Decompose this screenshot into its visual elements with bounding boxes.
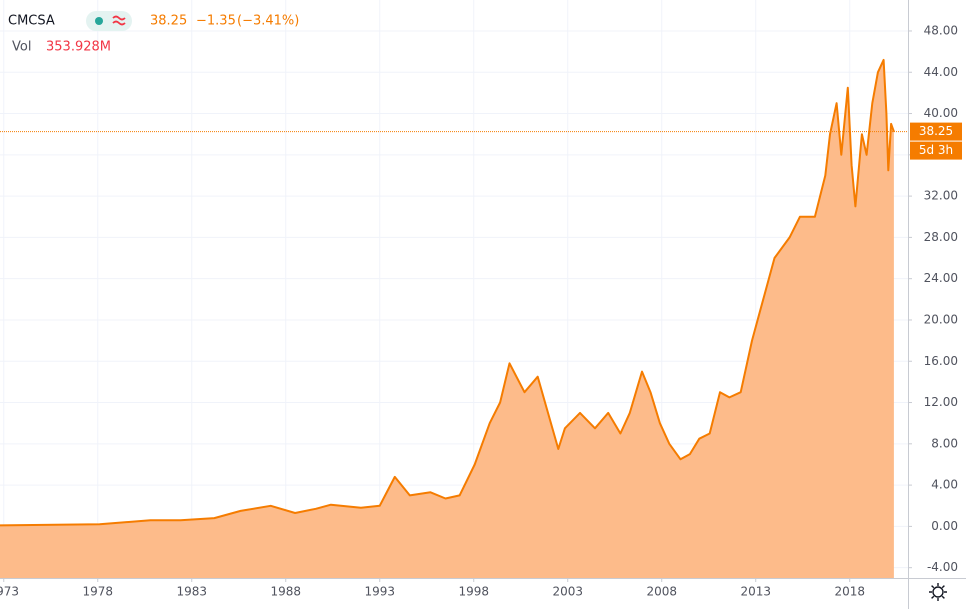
last-price-label: 38.25 (919, 124, 953, 138)
y-tick-label: 20.00 (924, 312, 958, 326)
x-tick-label: 2013 (740, 585, 771, 599)
header-price: 38.25 (150, 14, 187, 29)
settings-icon[interactable] (929, 583, 947, 601)
x-tick-label: 1988 (270, 585, 301, 599)
y-tick-label: 40.00 (924, 106, 958, 120)
y-tick-label: 28.00 (924, 230, 958, 244)
plot-area (0, 0, 908, 578)
status-icon (112, 15, 126, 26)
x-tick-label: 2008 (646, 585, 677, 599)
y-tick-label: 12.00 (924, 395, 958, 409)
y-tick-label: 16.00 (924, 354, 958, 368)
countdown-label: 5d 3h (919, 143, 953, 157)
status-pill (86, 11, 132, 31)
header-change-pct: (−3.41%) (237, 14, 299, 29)
y-tick-label: -4.00 (927, 560, 958, 574)
price-line (0, 58, 895, 527)
x-tick-label: 2018 (834, 585, 865, 599)
x-tick-label: 1973 (0, 585, 19, 599)
y-tick-label: 32.00 (924, 189, 958, 203)
countdown-tag (910, 141, 962, 160)
y-tick-label: 24.00 (924, 271, 958, 285)
header-change: −1.35 (196, 14, 236, 29)
x-tick-label: 1998 (458, 585, 489, 599)
symbol: CMCSA (8, 14, 55, 29)
x-tick-label: 1983 (176, 585, 207, 599)
volume-label: Vol (12, 40, 31, 55)
y-tick-label: 0.00 (931, 519, 958, 533)
y-tick-label: 4.00 (931, 478, 958, 492)
y-tick-label: 44.00 (924, 65, 958, 79)
area (0, 59, 894, 578)
volume-value: 353.928M (46, 40, 111, 55)
y-tick-label: 8.00 (931, 436, 958, 450)
y-tick-label: 48.00 (924, 23, 958, 37)
x-tick-label: 2003 (552, 585, 583, 599)
x-tick-label: 1993 (364, 585, 395, 599)
last-price-tag (910, 122, 962, 141)
status-dot (95, 17, 103, 25)
x-tick-label: 1978 (82, 585, 113, 599)
